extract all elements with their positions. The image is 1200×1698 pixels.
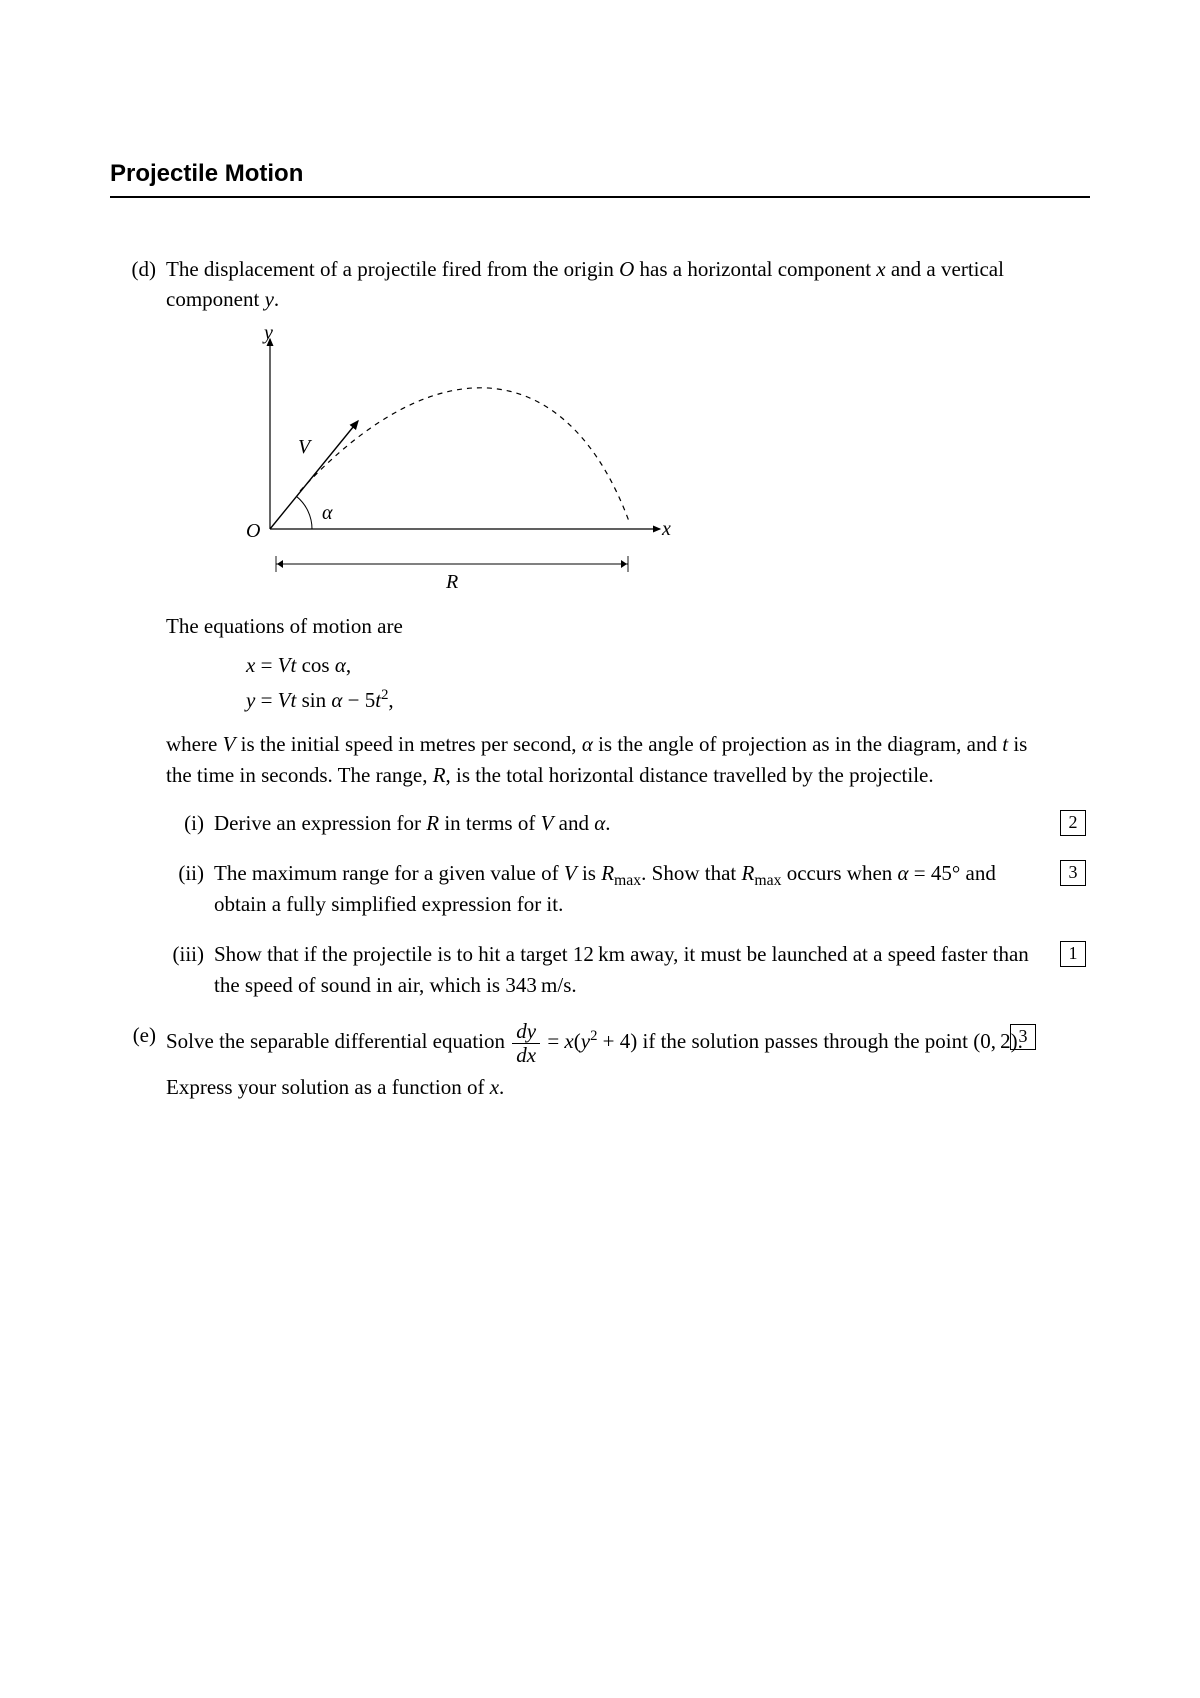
question-d: (d) The displacement of a projectile fir… <box>110 254 1090 1000</box>
d-i-t4: . <box>605 811 610 835</box>
svg-text:x: x <box>661 518 671 540</box>
svg-text:α: α <box>322 502 333 524</box>
svg-text:y: y <box>262 329 273 344</box>
d-ii-t4: occurs when <box>781 861 897 885</box>
question-e-label: (e) <box>110 1020 156 1050</box>
eq1-eq: = <box>255 653 277 677</box>
equation-1: x = Vt cos α, <box>246 648 1030 684</box>
d-i-label: (i) <box>154 808 204 838</box>
d-intro-y: y <box>265 287 274 311</box>
d-ii-marks: 3 <box>1060 860 1086 886</box>
d-i-t3: and <box>553 811 594 835</box>
eq1-V: V <box>278 653 291 677</box>
subpart-d-iii: (iii) Show that if the projectile is to … <box>166 939 1030 1000</box>
d-intro-2: has a horizontal component <box>634 257 876 281</box>
e-rhs-x: x <box>564 1029 573 1053</box>
e-frac: dydx <box>512 1021 540 1066</box>
question-d-label: (d) <box>110 254 156 284</box>
d-iii-body: Show that if the projectile is to hit a … <box>214 939 1030 1000</box>
d-where: where V is the initial speed in metres p… <box>166 729 1030 790</box>
e-eq: = <box>542 1029 564 1053</box>
question-e-body: Solve the separable differential equatio… <box>166 1020 1030 1108</box>
eq2-y: y <box>246 688 255 712</box>
d-iii-label: (iii) <box>154 939 204 969</box>
projectile-svg: Ox y Vα R <box>230 329 690 589</box>
d-ii-body: The maximum range for a given value of V… <box>214 858 1030 919</box>
d-ii-t3: . Show that <box>641 861 741 885</box>
e-rhs-y: y <box>581 1029 590 1053</box>
eq1-cos: cos <box>296 653 335 677</box>
d-i-t2: in terms of <box>439 811 540 835</box>
where-1: where <box>166 732 223 756</box>
eq2-eq: = <box>255 688 277 712</box>
e-frac-den: dx <box>512 1043 540 1066</box>
question-e: (e) Solve the separable differential equ… <box>110 1020 1090 1108</box>
e-t3: . <box>499 1075 504 1099</box>
equations-lead: The equations of motion are <box>166 611 1030 641</box>
where-5: , is the total horizontal distance trave… <box>446 763 934 787</box>
page-title: Projectile Motion <box>110 160 1090 198</box>
eq2-V: V <box>278 688 291 712</box>
d-intro-4: . <box>274 287 279 311</box>
d-intro-O: O <box>619 257 634 281</box>
eq1-x: x <box>246 653 255 677</box>
d-i-V: V <box>541 811 554 835</box>
d-ii-V: V <box>564 861 577 885</box>
d-ii-t2: is <box>577 861 602 885</box>
d-iii-marks: 1 <box>1060 941 1086 967</box>
d-i-R: R <box>426 811 439 835</box>
eq2-sin: sin <box>296 688 331 712</box>
d-intro-x: x <box>876 257 885 281</box>
eq2-minus: − 5 <box>342 688 375 712</box>
e-rhs-open: ( <box>574 1029 581 1053</box>
d-ii-sub: max <box>614 873 641 890</box>
where-V: V <box>223 732 236 756</box>
d-i-marks: 2 <box>1060 810 1086 836</box>
svg-text:R: R <box>445 571 458 589</box>
d-iii-t1: Show that if the projectile is to hit a … <box>214 942 1029 996</box>
d-ii-label: (ii) <box>154 858 204 888</box>
question-d-body: The displacement of a projectile fired f… <box>166 254 1030 1000</box>
where-R: R <box>433 763 446 787</box>
d-i-body: Derive an expression for R in terms of V… <box>214 808 1030 838</box>
e-rhs-plus: + 4) <box>597 1029 637 1053</box>
d-ii-alpha: α <box>898 861 909 885</box>
e-t1: Solve the separable differential equatio… <box>166 1029 510 1053</box>
d-ii-sub2: max <box>754 873 781 890</box>
d-ii-eq45: = 45° <box>909 861 961 885</box>
subpart-d-i: (i) Derive an expression for R in terms … <box>166 808 1030 838</box>
projectile-diagram: Ox y Vα R <box>230 329 1030 597</box>
where-alpha: α <box>582 732 593 756</box>
eq2-comma: , <box>388 688 393 712</box>
equation-block: x = Vt cos α, y = Vt sin α − 5t2, <box>246 648 1030 719</box>
d-ii-t1: The maximum range for a given value of <box>214 861 564 885</box>
svg-text:O: O <box>246 520 260 542</box>
e-marks: 3 <box>1010 1024 1036 1050</box>
eq2-alpha: α <box>331 688 342 712</box>
subpart-d-ii: (ii) The maximum range for a given value… <box>166 858 1030 919</box>
e-frac-num: dy <box>512 1021 540 1043</box>
d-intro-1: The displacement of a projectile fired f… <box>166 257 619 281</box>
where-3: is the angle of projection as in the dia… <box>593 732 1002 756</box>
eq1-alpha: α <box>335 653 346 677</box>
e-x: x <box>490 1075 499 1099</box>
d-i-alpha: α <box>594 811 605 835</box>
svg-text:V: V <box>298 436 313 458</box>
where-2: is the initial speed in metres per secon… <box>235 732 581 756</box>
d-ii-R2: R <box>742 861 755 885</box>
equation-2: y = Vt sin α − 5t2, <box>246 683 1030 719</box>
d-i-t1: Derive an expression for <box>214 811 426 835</box>
page: Projectile Motion (d) The displacement o… <box>0 0 1200 1698</box>
d-ii-R: R <box>601 861 614 885</box>
d-subparts: (i) Derive an expression for R in terms … <box>166 808 1030 1000</box>
eq1-comma: , <box>346 653 351 677</box>
